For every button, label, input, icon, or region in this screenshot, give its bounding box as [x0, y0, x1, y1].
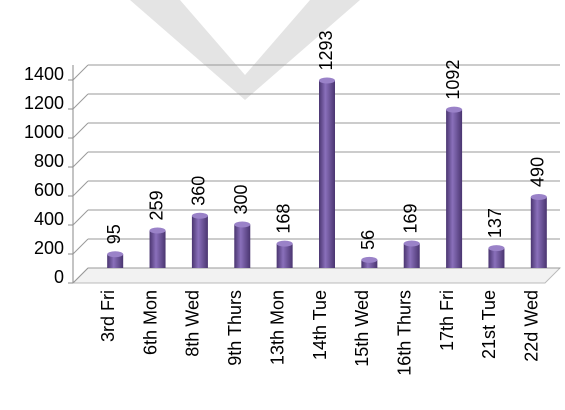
grid-line [72, 64, 89, 81]
data-label: 259 [146, 190, 166, 220]
y-tick-label: 0 [54, 267, 64, 287]
y-tick-label: 400 [34, 209, 64, 229]
bar [488, 248, 505, 268]
data-label: 1092 [443, 60, 463, 100]
bar [149, 230, 166, 268]
y-tick-label: 200 [34, 238, 64, 258]
bar [361, 259, 378, 268]
bar-top [319, 77, 335, 84]
bar [446, 109, 463, 268]
watermark [130, 0, 360, 100]
data-label: 360 [189, 176, 209, 206]
x-tick-label: 17th Fri [437, 290, 457, 351]
data-label: 95 [104, 224, 124, 244]
bar [319, 80, 335, 268]
data-label: 300 [231, 184, 251, 214]
x-tick-label: 16th Thurs [394, 290, 414, 376]
x-tick-label: 14th Tue [310, 290, 330, 360]
bar-top [107, 251, 124, 258]
y-tick-label: 800 [34, 151, 64, 171]
data-label: 56 [358, 230, 378, 250]
grid-line [72, 238, 89, 255]
grid-line [72, 151, 89, 168]
bar-top [191, 212, 208, 219]
bar [276, 243, 293, 268]
bar-top [234, 221, 251, 228]
x-tick-label: 3rd Fri [98, 290, 118, 342]
y-tick-label: 1000 [24, 122, 64, 142]
x-tick-label: 21st Tue [479, 290, 499, 359]
grid-line [72, 209, 89, 226]
bar-top [488, 245, 505, 252]
y-tick-label: 600 [34, 180, 64, 200]
bar-top [361, 256, 378, 263]
bar [530, 196, 547, 268]
grid-line [72, 180, 89, 197]
bar-top [446, 106, 463, 113]
data-label: 1293 [316, 30, 336, 70]
x-tick-label: 15th Wed [352, 290, 372, 367]
bar [403, 243, 420, 268]
bar-top [149, 227, 166, 234]
y-tick-label: 1400 [24, 64, 64, 84]
bar-top [530, 193, 547, 200]
x-tick-label: 9th Thurs [225, 290, 245, 366]
data-label: 169 [400, 203, 420, 233]
grid-line [72, 122, 89, 139]
grid-line [72, 267, 89, 284]
bar-top [276, 240, 293, 247]
grid-line [72, 93, 89, 110]
bar [107, 254, 124, 268]
x-tick-label: 13th Mon [267, 290, 287, 365]
bar-top [403, 240, 420, 247]
bar [234, 224, 251, 268]
x-tick-label: 8th Wed [183, 290, 203, 357]
x-tick-label: 22d Wed [522, 290, 542, 362]
x-tick-label: 6th Mon [140, 290, 160, 355]
bar [191, 215, 208, 268]
data-label: 490 [528, 157, 548, 187]
y-tick-label: 1200 [24, 93, 64, 113]
data-label: 168 [273, 204, 293, 234]
floor [71, 267, 562, 284]
data-label: 137 [485, 208, 505, 238]
